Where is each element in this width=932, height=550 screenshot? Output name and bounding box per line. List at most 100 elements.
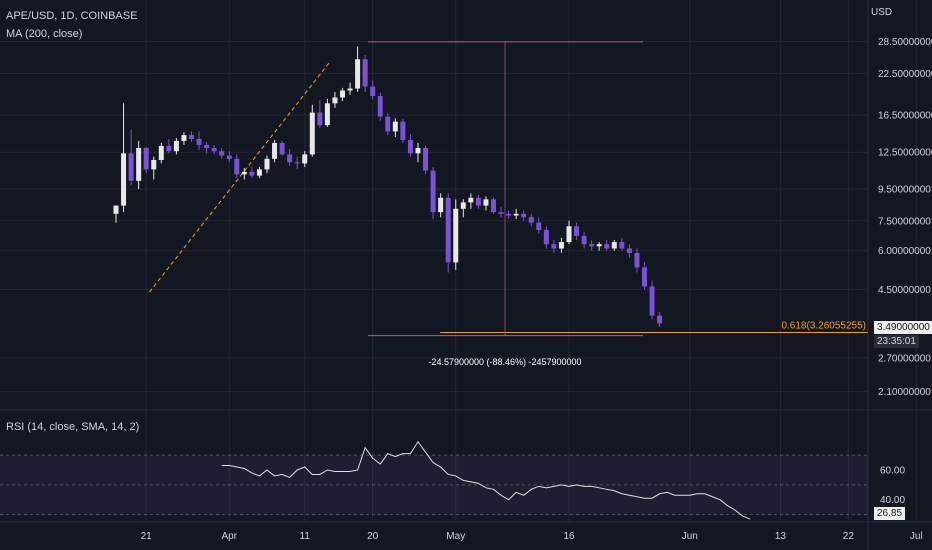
candle-body: [438, 197, 444, 213]
time-tick-label: 13: [775, 531, 787, 542]
candle: [136, 140, 142, 190]
candle: [264, 155, 270, 174]
candle: [400, 119, 406, 143]
candle: [219, 148, 225, 159]
candle-body: [642, 267, 647, 287]
candle-body: [581, 235, 587, 245]
drawing-annotations: 0.618(3.26055255) -24.57900000 (-88.46%) …: [148, 41, 868, 367]
candlestick-series: [113, 46, 663, 327]
rsi-value-tag: 26.85: [874, 507, 906, 520]
candle-body: [317, 112, 323, 126]
candle-body: [415, 148, 421, 154]
candle: [121, 103, 127, 213]
candle: [521, 210, 527, 221]
candle-body: [407, 139, 413, 154]
candle-body: [475, 197, 481, 206]
candle-body: [272, 142, 278, 159]
ma-legend[interactable]: MA (200, close): [6, 28, 83, 40]
candle: [626, 244, 632, 258]
symbol-legend[interactable]: APE/USD, 1D, COINBASE: [6, 10, 138, 22]
candle: [460, 199, 466, 218]
price-tick-label: 7.50000000: [878, 216, 931, 227]
candle-body: [211, 148, 217, 152]
candle-body: [445, 197, 451, 263]
candle-body: [166, 145, 172, 152]
time-tick-label: May: [446, 531, 465, 542]
price-tick-label: 22.50000000: [878, 69, 932, 80]
time-tick-label: 21: [141, 531, 153, 542]
fib-level-label: 0.618(3.26055255): [781, 321, 866, 332]
candle-body: [491, 199, 496, 213]
candle: [279, 140, 285, 156]
candle: [302, 151, 308, 167]
candle-body: [249, 171, 255, 176]
candle: [256, 166, 262, 179]
price-tick-label: 6.00000000: [878, 246, 931, 257]
candle-body: [279, 142, 285, 155]
time-tick-label: 22: [843, 531, 855, 542]
candle-body: [596, 244, 602, 247]
candle-body: [453, 208, 459, 263]
rsi-tick-label: 60.00: [880, 465, 905, 476]
candle: [166, 138, 172, 154]
candle-body: [264, 158, 270, 170]
candle-body: [355, 59, 361, 89]
candle: [377, 92, 383, 121]
candle: [272, 139, 278, 163]
time-tick-label: 20: [367, 531, 379, 542]
candle: [309, 104, 315, 157]
candle: [143, 146, 149, 174]
candle: [506, 210, 512, 220]
candle-body: [657, 315, 663, 324]
candle: [113, 205, 119, 223]
candle: [430, 166, 436, 220]
candle-body: [536, 222, 542, 231]
candle-body: [604, 244, 610, 249]
candle-body: [287, 154, 293, 163]
candle-body: [589, 244, 595, 247]
candle: [649, 280, 655, 320]
candle: [483, 196, 489, 211]
candle: [362, 55, 368, 92]
candle-body: [189, 135, 194, 139]
candle: [340, 87, 345, 102]
candle-body: [241, 171, 247, 175]
current-price-tag: 3.49000000: [874, 321, 932, 334]
candle-body: [521, 213, 527, 218]
candle-body: [619, 242, 625, 249]
candle: [385, 113, 391, 136]
time-tick-label: Apr: [221, 531, 237, 542]
candle-body: [385, 116, 391, 132]
candle: [558, 237, 564, 253]
candle: [347, 82, 353, 95]
price-tick-label: 2.10000000: [878, 387, 931, 398]
price-tick-label: 2.70000000: [878, 353, 931, 364]
candle: [324, 98, 330, 127]
candle: [392, 118, 398, 138]
price-tick-label: 4.50000000: [878, 285, 931, 296]
candle-body: [113, 205, 119, 214]
candle-body: [158, 145, 164, 160]
price-tick-label: 12.50000000: [878, 148, 932, 159]
candle-body: [173, 140, 179, 152]
candle-body: [460, 202, 466, 209]
candle-body: [219, 151, 225, 156]
candle-body: [543, 230, 549, 245]
candle-body: [136, 148, 142, 181]
candle-body: [294, 162, 300, 164]
time-tick-label: 16: [563, 531, 575, 542]
candle: [445, 193, 451, 273]
candle-body: [151, 159, 157, 170]
candle-body: [513, 213, 519, 216]
candle: [657, 312, 663, 327]
candle-body: [347, 88, 353, 91]
candle: [498, 207, 504, 218]
candle-body: [400, 121, 406, 140]
rsi-legend[interactable]: RSI (14, close, SMA, 14, 2): [6, 421, 140, 433]
candle: [423, 145, 429, 175]
candle-body: [566, 226, 572, 243]
candle: [189, 131, 194, 142]
candle: [566, 220, 572, 245]
candle: [475, 194, 481, 209]
